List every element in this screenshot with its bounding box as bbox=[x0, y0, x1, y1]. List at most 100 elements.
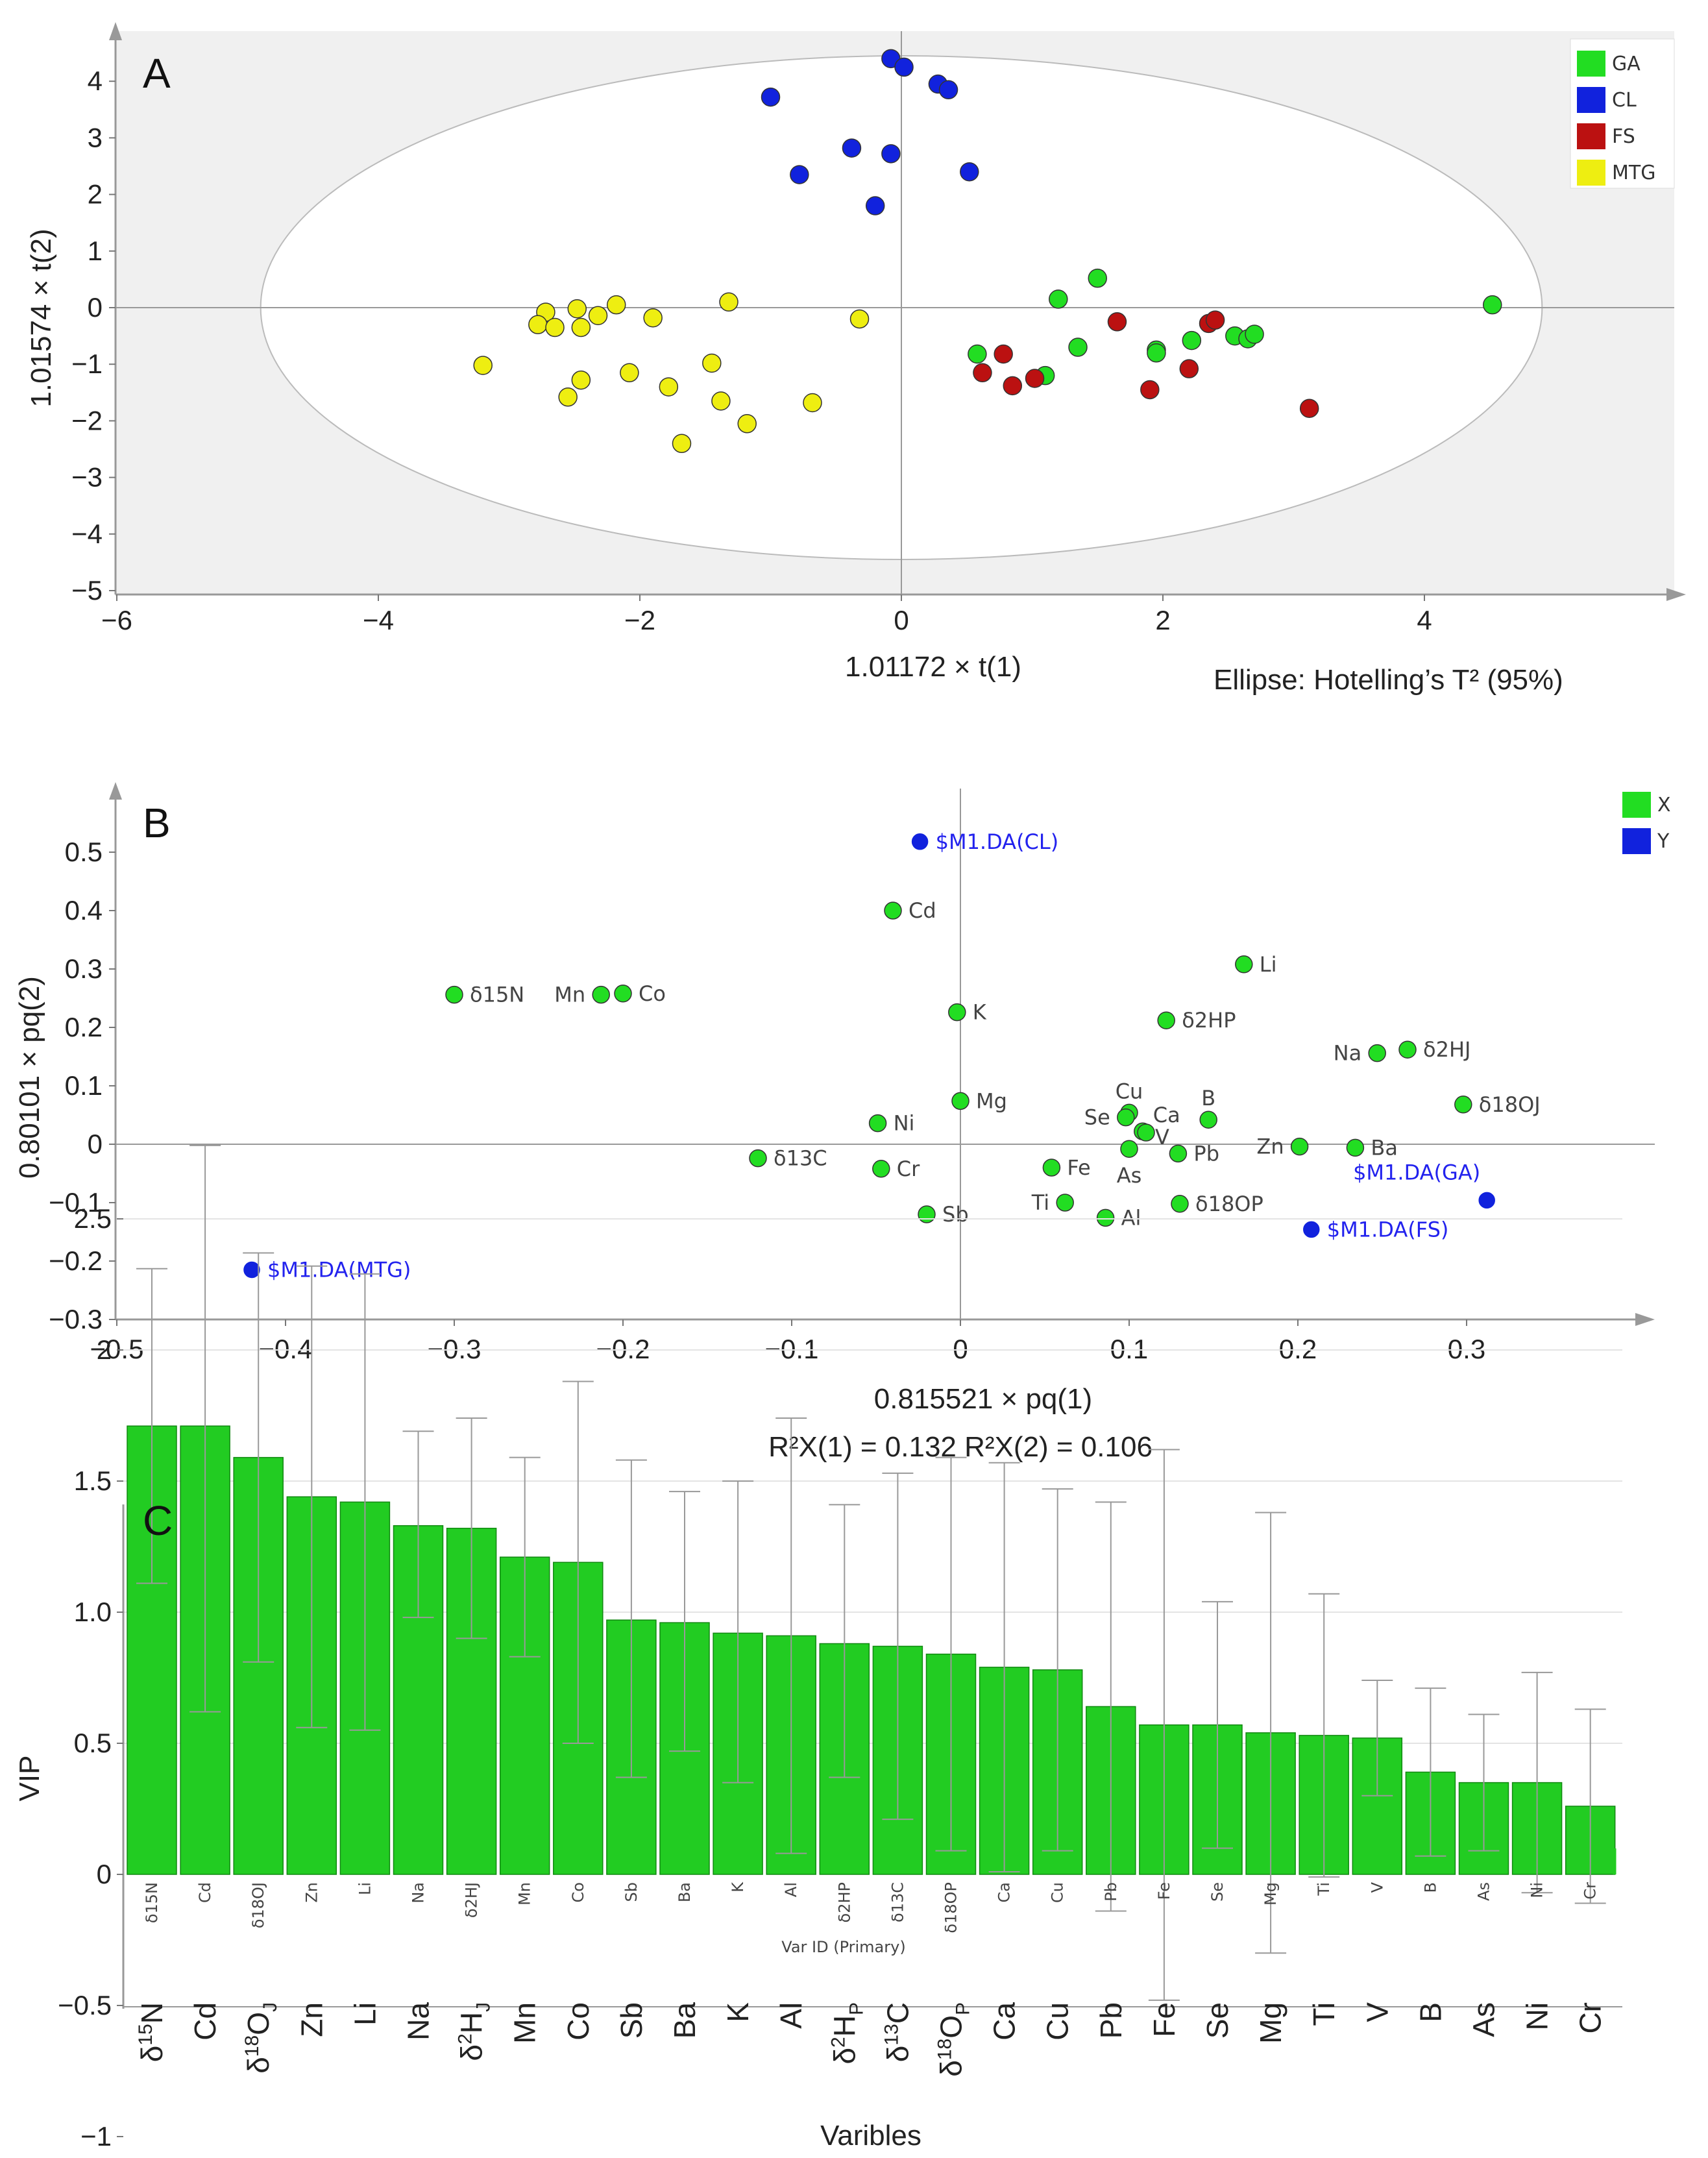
panel-b-y-tick-label: 0 bbox=[88, 1129, 103, 1159]
x-variable-label: δ2HJ bbox=[1423, 1037, 1470, 1062]
panel-b-y-tick-label: −0.2 bbox=[49, 1245, 103, 1276]
small-var-label: δ2HP bbox=[835, 1882, 853, 1922]
x-variable-label: Pb bbox=[1193, 1141, 1219, 1166]
panel-a-y-tick-label: 3 bbox=[88, 122, 103, 153]
panel-b-y-arrow bbox=[109, 782, 122, 800]
x-variable-label: Na bbox=[1334, 1041, 1362, 1066]
panel-b-x-tick-label: 0 bbox=[953, 1334, 968, 1364]
big-var-label: Ni bbox=[1520, 2002, 1554, 2030]
panel-c-plot: −1−0.500.51.01.522.5 δ15N Cd δ18OJ Zn Li Na δ2… bbox=[14, 1144, 1622, 2152]
var-label-superscript: 2 bbox=[827, 2037, 849, 2048]
scatter-point-fs bbox=[1025, 369, 1045, 388]
legend-swatch-fs bbox=[1577, 123, 1605, 149]
panel-c-y-tick-label: 2 bbox=[97, 1334, 112, 1365]
scatter-point-fs bbox=[994, 344, 1013, 364]
small-var-label: Cr bbox=[1581, 1882, 1600, 1900]
small-var-label: δ2HJ bbox=[463, 1882, 481, 1918]
small-var-label: Ni bbox=[1528, 1882, 1546, 1898]
var-label-main: V bbox=[1360, 2002, 1394, 2022]
big-var-label: Se bbox=[1201, 2002, 1234, 2039]
small-var-label: δ18OP bbox=[942, 1882, 960, 1933]
x-variable-point bbox=[1056, 1194, 1074, 1212]
panel-b-x-axis-title: 0.815521 × pq(1) bbox=[874, 1383, 1092, 1415]
big-var-label: δ13C bbox=[881, 2002, 914, 2062]
panel-a-letter: A bbox=[143, 50, 171, 97]
legend-swatch-cl bbox=[1577, 87, 1605, 113]
legend-label-ga: GA bbox=[1612, 53, 1641, 75]
var-label-main: Ni bbox=[1520, 2002, 1554, 2030]
x-variable-label: As bbox=[1117, 1163, 1142, 1188]
x-variable-point bbox=[1368, 1044, 1386, 1062]
var-label-main: Mn bbox=[508, 2002, 542, 2044]
var-label-main: As bbox=[1467, 2002, 1501, 2037]
panel-c-y-tick-label: 0 bbox=[97, 1859, 112, 1889]
panel-b-x-tick-label: 0.2 bbox=[1279, 1334, 1317, 1364]
panel-b-x-tick-label: −0.2 bbox=[596, 1334, 650, 1364]
x-variable-label: δ18OP bbox=[1195, 1192, 1263, 1216]
var-label-main: C bbox=[881, 2002, 914, 2024]
var-label-main: Al bbox=[774, 2002, 808, 2029]
y-response-label: $M1.DA(CL) bbox=[936, 829, 1059, 854]
scatter-point-mtg bbox=[571, 370, 591, 390]
var-label-superscript: 18 bbox=[934, 2039, 956, 2060]
x-variable-point bbox=[1042, 1159, 1061, 1177]
scatter-point-mtg bbox=[528, 315, 548, 334]
big-var-label: Co bbox=[561, 2002, 595, 2041]
small-var-label: As bbox=[1475, 1882, 1493, 1901]
scatter-point-mtg bbox=[620, 363, 639, 383]
big-var-label: δ18OJ bbox=[241, 2002, 281, 2074]
x-variable-point bbox=[1398, 1040, 1417, 1059]
small-var-label: V bbox=[1368, 1882, 1386, 1893]
small-var-label: Pb bbox=[1102, 1882, 1120, 1902]
x-variable-label: B bbox=[1201, 1086, 1215, 1110]
var-label-subscript: P bbox=[953, 2002, 974, 2015]
panel-a-y-tick-label: 1 bbox=[88, 236, 103, 266]
x-variable-point bbox=[1171, 1195, 1189, 1213]
var-label-main: Ca bbox=[988, 2002, 1021, 2041]
var-label-main: H bbox=[455, 2012, 489, 2033]
scatter-point-ga bbox=[1483, 295, 1502, 315]
big-var-label: Cu bbox=[1041, 2002, 1075, 2041]
var-label-main: B bbox=[1413, 2002, 1447, 2022]
scatter-point-mtg bbox=[571, 317, 591, 337]
var-label-main: Se bbox=[1201, 2002, 1234, 2039]
x-variable-label: Fe bbox=[1067, 1155, 1090, 1180]
x-variable-label: Mn bbox=[554, 983, 585, 1007]
scatter-point-mtg bbox=[719, 292, 738, 312]
big-var-label: Cd bbox=[188, 2002, 222, 2041]
x-variable-point bbox=[1157, 1011, 1175, 1029]
scatter-point-fs bbox=[1107, 312, 1127, 332]
scatter-point-mtg bbox=[473, 356, 493, 375]
small-var-label: Se bbox=[1208, 1882, 1226, 1902]
legend-swatch-ga bbox=[1577, 51, 1605, 77]
big-var-label: Cr bbox=[1574, 2002, 1607, 2034]
big-var-label: Ti bbox=[1307, 2002, 1341, 2026]
panel-a-x-tick-label: 4 bbox=[1417, 605, 1432, 635]
panel-b-x-tick-label: −0.1 bbox=[765, 1334, 819, 1364]
panel-a-y-tick-label: 2 bbox=[88, 179, 103, 210]
scatter-point-cl bbox=[894, 57, 914, 77]
var-label-subscript: P bbox=[846, 2002, 867, 2015]
small-var-label: Ti bbox=[1315, 1882, 1333, 1896]
panel-b-y-tick-label: 0.5 bbox=[65, 837, 103, 867]
scatter-point-mtg bbox=[849, 309, 870, 329]
small-var-label: Mn bbox=[516, 1882, 534, 1906]
scatter-point-mtg bbox=[567, 299, 587, 319]
small-var-label: Cd bbox=[196, 1882, 214, 1903]
scatter-point-cl bbox=[790, 165, 809, 184]
var-label-superscript: 18 bbox=[241, 2035, 263, 2057]
small-var-label: Sb bbox=[622, 1882, 640, 1902]
scatter-point-fs bbox=[1179, 359, 1199, 378]
scatter-point-cl bbox=[842, 138, 862, 158]
x-variable-label: Li bbox=[1260, 952, 1277, 977]
big-var-label: Li bbox=[348, 2002, 382, 2026]
scatter-point-mtg bbox=[803, 393, 822, 413]
x-variable-point bbox=[1137, 1123, 1155, 1142]
scatter-point-ga bbox=[968, 344, 987, 364]
panel-c-y-tick-label: −0.5 bbox=[58, 1990, 112, 2020]
var-label-main: Mg bbox=[1254, 2002, 1287, 2044]
var-label-main: Li bbox=[348, 2002, 382, 2026]
scatter-point-ga bbox=[1068, 337, 1088, 357]
panel-a-y-tick-label: 0 bbox=[88, 292, 103, 323]
small-var-label: Ca bbox=[995, 1882, 1014, 1902]
